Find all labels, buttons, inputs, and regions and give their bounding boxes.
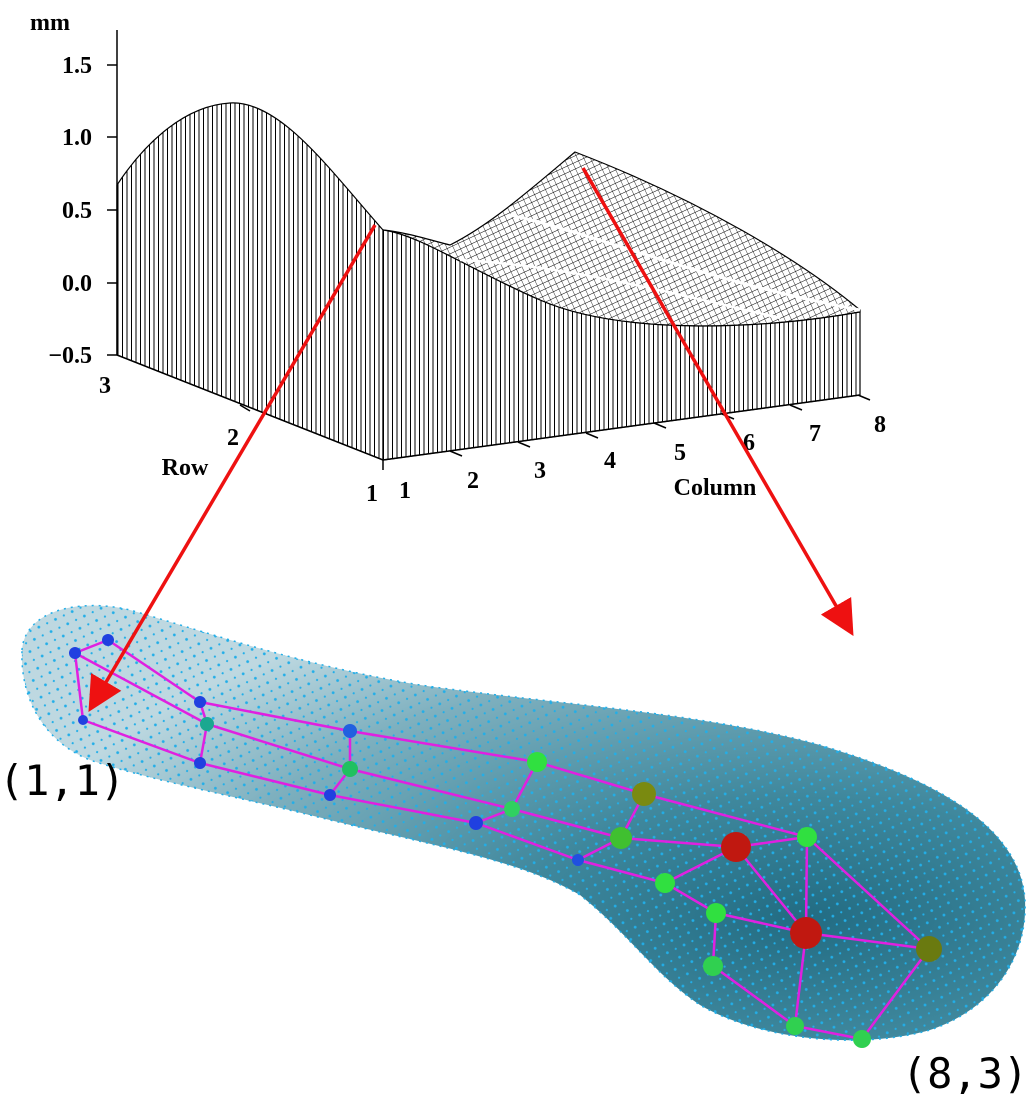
- surface-ridge: [509, 213, 861, 312]
- row-axis: [116, 354, 384, 461]
- surface-ridge: [459, 258, 781, 320]
- row-tick-label: 3: [99, 373, 111, 399]
- z-tick-label: −0.5: [48, 343, 92, 369]
- arrow: [88, 224, 377, 713]
- row-tick-label: 1: [366, 481, 378, 507]
- mesh-nodes: [69, 634, 942, 1048]
- row-tick-label: 2: [227, 425, 239, 451]
- row-label: Row: [162, 455, 209, 481]
- column-tick-label: 4: [604, 448, 616, 474]
- column-tick-label: 3: [534, 458, 546, 484]
- mesh-points: [21, 604, 1026, 1041]
- column-label: Column: [674, 475, 757, 501]
- z-tick-label: 1.0: [62, 125, 92, 151]
- corner-label: (1,1): [0, 756, 125, 805]
- surface-plot: mm 1.5 1.0 0.5 0.0 −0.5 3 2 1 Row 1 2 3 …: [30, 10, 886, 507]
- z-tick-label: 0.0: [62, 271, 92, 297]
- mesh: (1,1) (8,3): [0, 604, 1028, 1098]
- column-axis: [382, 394, 861, 461]
- column-tick-label: 7: [809, 421, 821, 447]
- arrow: [581, 167, 854, 637]
- column-tick-label: 5: [674, 440, 686, 466]
- column-tick-label: 8: [874, 412, 886, 438]
- corner-label: (8,3): [902, 1049, 1028, 1098]
- column-tick-label: 2: [467, 468, 479, 494]
- z-unit: mm: [30, 10, 70, 36]
- z-tick-label: 0.5: [62, 198, 92, 224]
- z-tick-label: 1.5: [62, 53, 92, 79]
- left-curtain: [116, 102, 384, 461]
- front-curtain: [382, 229, 861, 461]
- column-tick-label: 1: [399, 478, 411, 504]
